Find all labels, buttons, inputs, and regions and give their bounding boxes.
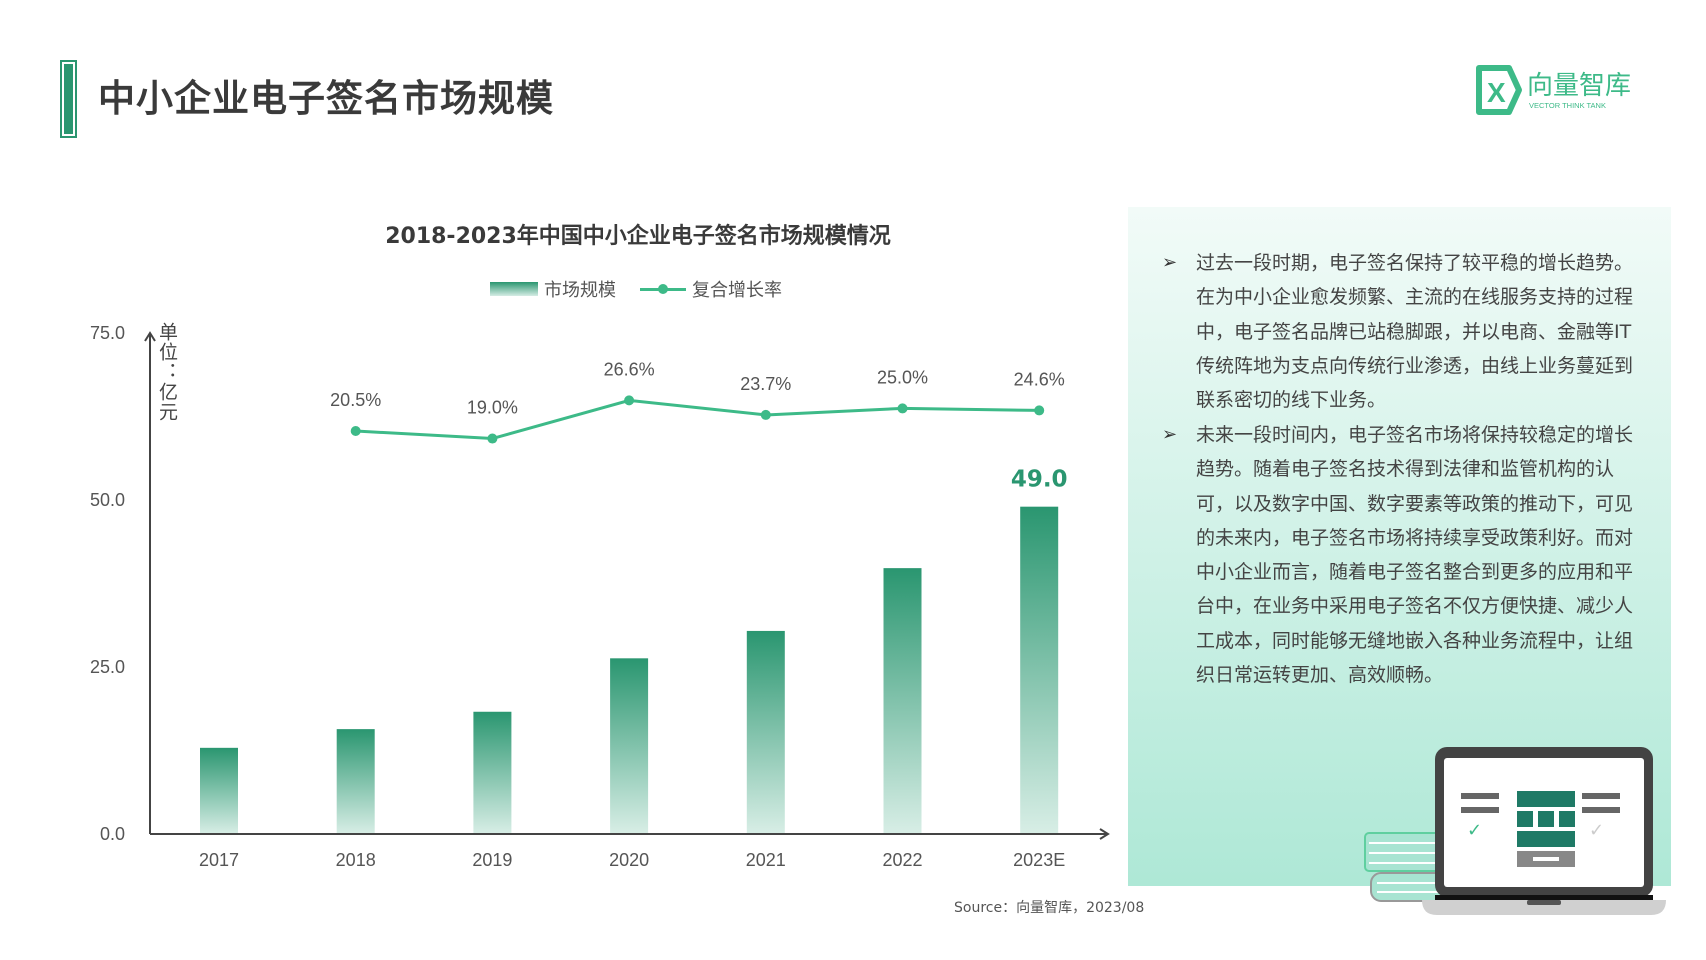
source-note: Source：向量智库，2023/08 [954,900,1145,916]
x-tick-label: 2020 [609,850,649,870]
y-tick-label: 50.0 [90,490,125,510]
bar-data-label: 49.0 [1011,467,1068,493]
logo: X 向量智库 VECTOR THINK TANK [1476,65,1631,115]
legend-bar-swatch [490,282,538,296]
growth-rate-label: 26.6% [604,359,655,379]
y-tick-label: 25.0 [90,657,125,677]
legend-line-swatch [640,279,686,299]
svg-text:✓: ✓ [1589,820,1604,841]
arrow-bullet-icon: ➢ [1162,424,1178,445]
books-icon [1364,832,1448,902]
bar-2018 [336,729,375,834]
growth-rate-point [1034,405,1045,416]
logo-name: 向量智库 [1527,71,1631,101]
growth-rate-label: 19.0% [467,398,518,418]
arrow-bullet-icon: ➢ [1162,252,1178,273]
x-tick-label: 2022 [882,850,922,870]
x-axis-arrow-icon [1099,828,1110,840]
growth-rate-label: 23.7% [740,374,791,394]
laptop-illustration: ✓ ✓ [1364,747,1666,915]
x-tick-label: 2021 [746,850,786,870]
legend-label-market-size: 市场规模 [544,280,616,301]
legend-label-growth: 复合增长率 [692,280,782,301]
svg-text:✓: ✓ [1467,820,1482,841]
bar-2022 [883,568,922,834]
growth-rate-point [624,395,635,406]
chart-title: 2018-2023年中国中小企业电子签名市场规模情况 [385,224,891,249]
growth-rate-label: 24.6% [1014,369,1065,389]
x-tick-label: 2018 [336,850,376,870]
y-axis-unit-label: 单位：亿元 [156,322,178,422]
logo-subtitle: VECTOR THINK TANK [1529,101,1606,110]
x-tick-label: 2017 [199,850,239,870]
growth-rate-label: 25.0% [877,367,928,387]
page-title: 中小企业电子签名市场规模 [98,77,554,120]
commentary-paragraph: 过去一段时期，电子签名保持了较平稳的增长趋势。在为中小企业愈发频繁、主流的在线服… [1196,252,1634,412]
chart-plot: 49.0 2017 2018 2019 2020 2021 2022 2023E 0.0 25.… [90,323,1110,870]
svg-text:X: X [1487,77,1506,108]
bar-2019 [473,711,512,834]
bar-2023E [1020,506,1059,834]
growth-rate-line [355,398,1040,441]
title-accent-bar [60,60,77,138]
chart-legend: 市场规模 复合增长率 [490,276,782,302]
y-axis-arrow-icon [144,331,156,342]
bar-2020 [610,658,649,834]
y-tick-label: 75.0 [90,323,125,343]
bar-2017 [200,747,238,834]
growth-rate-point [487,433,498,444]
commentary-paragraph: 未来一段时间内，电子签名市场将保持较稳定的增长趋势。随着电子签名技术得到法律和监… [1196,424,1634,687]
growth-rate-label: 20.5% [330,390,381,410]
x-tick-label: 2023E [1013,850,1065,870]
growth-rate-point [350,426,361,436]
y-tick-label: 0.0 [100,824,125,844]
x-tick-label: 2019 [472,850,512,870]
growth-rate-point [760,409,771,420]
bar-2021 [746,630,785,834]
growth-rate-point [897,403,908,414]
